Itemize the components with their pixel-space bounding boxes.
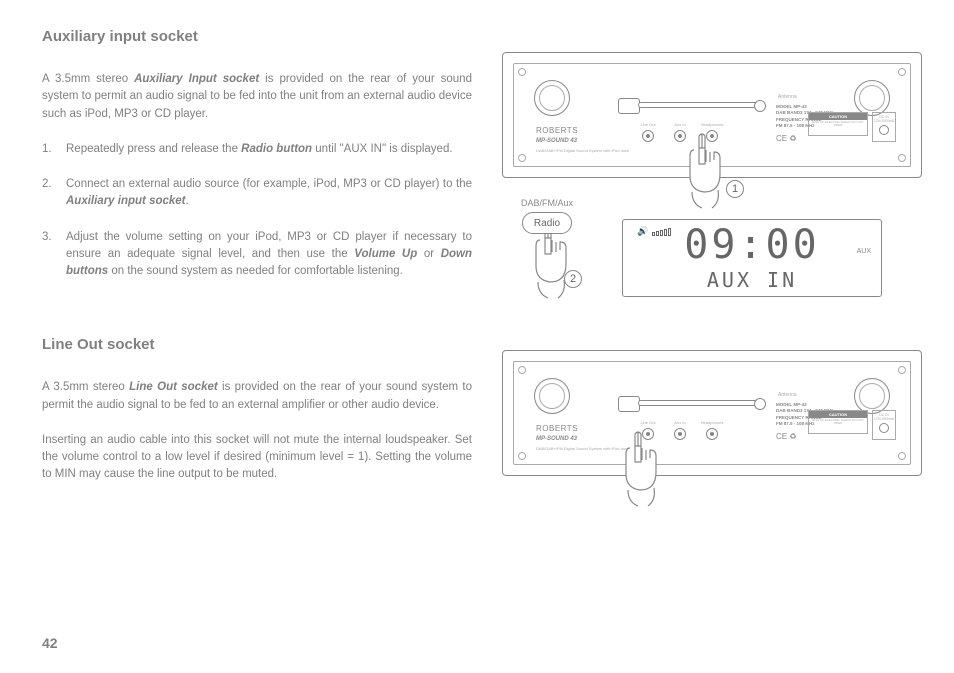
section2-para2: Inserting an audio cable into this socke… — [42, 432, 472, 484]
lcd-time: 09:00 — [623, 222, 881, 268]
model-text: MP-SOUND 43 — [536, 138, 577, 144]
step-2: Connect an external audio source (for ex… — [42, 176, 472, 211]
knob-left — [534, 80, 570, 116]
knob-left — [534, 378, 570, 414]
ce-mark: CE ♻ — [776, 432, 797, 441]
antenna: Antenna — [618, 84, 768, 120]
dc-input: DC IN 12V/1500mA — [872, 410, 896, 440]
headphone-jack — [706, 428, 718, 440]
section1-steps: Repeatedly press and release the Radio b… — [42, 141, 472, 281]
pointing-hand-icon — [608, 428, 668, 508]
lcd-mode-text: AUX IN — [623, 268, 881, 292]
step-1: Repeatedly press and release the Radio b… — [42, 141, 472, 158]
brand-text: ROBERTS — [536, 424, 578, 433]
knob-right — [854, 80, 890, 116]
section2-intro: A 3.5mm stereo Line Out socket is provid… — [42, 379, 472, 414]
page-number: 42 — [42, 635, 58, 651]
knob-right — [854, 378, 890, 414]
section1-intro: A 3.5mm stereo Auxiliary Input socket is… — [42, 71, 472, 123]
device-rear-panel-2: ROBERTS MP-SOUND 43 DAB/DAB+/FM Digital … — [502, 350, 922, 476]
right-column: ROBERTS MP-SOUND 43 DAB/DAB+/FM Digital … — [502, 28, 922, 502]
lcd-display: 🔊 09:00 AUX AUX IN — [622, 219, 882, 297]
pointing-hand-icon — [672, 130, 732, 210]
left-column: Auxiliary input socket A 3.5mm stereo Au… — [42, 28, 472, 502]
antenna: Antenna — [618, 382, 768, 418]
model-subtitle: DAB/DAB+/FM Digital Sound System with iP… — [536, 148, 629, 153]
section1-heading: Auxiliary input socket — [42, 28, 472, 45]
callout-2: 2 — [564, 270, 582, 288]
radio-button-diagram: DAB/FM/Aux Radio 2 — [502, 198, 592, 318]
brand-text: ROBERTS — [536, 126, 578, 135]
ce-mark: CE ♻ — [776, 134, 797, 143]
dc-input: DC IN 12V/1500mA — [872, 112, 896, 142]
section2-heading: Line Out socket — [42, 336, 472, 353]
callout-1: 1 — [726, 180, 744, 198]
radio-button: Radio — [522, 212, 572, 234]
caution-label: CAUTION RISK OF ELECTRIC SHOCK DO NOT OP… — [808, 112, 868, 136]
step-3: Adjust the volume setting on your iPod, … — [42, 229, 472, 281]
lcd-aux-label: AUX — [857, 248, 871, 255]
aux-in-jack — [674, 428, 686, 440]
line-out-jack — [642, 130, 654, 142]
caution-label: CAUTION RISK OF ELECTRIC SHOCK DO NOT OP… — [808, 410, 868, 434]
model-text: MP-SOUND 43 — [536, 436, 577, 442]
